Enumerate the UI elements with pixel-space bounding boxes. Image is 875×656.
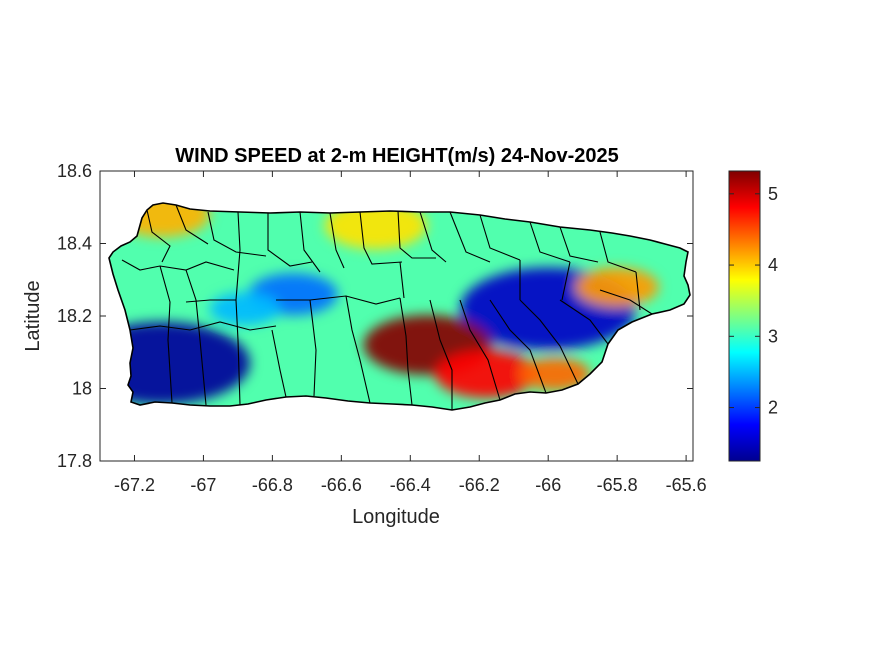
- x-tick-label: -66.8: [252, 475, 293, 495]
- municipal-boundary: [121, 259, 235, 271]
- municipal-boundary: [479, 214, 521, 261]
- municipal-boundary: [185, 269, 207, 406]
- municipal-boundary: [561, 261, 571, 301]
- y-tick-label: 17.8: [57, 451, 92, 471]
- map-axes: -67.2 -67 -66.8 -66.6 -66.4 -66.2 -66 -65.8 -65.…: [57, 161, 707, 495]
- y-axis-label: Latitude: [22, 280, 44, 351]
- municipal-boundary: [635, 271, 641, 311]
- x-tick-label: -65.8: [597, 475, 638, 495]
- y-tick-label: 18.6: [57, 161, 92, 181]
- field-feature: [575, 267, 659, 307]
- municipal-boundary: [599, 231, 637, 273]
- municipal-boundary: [271, 329, 287, 398]
- y-tick-label: 18: [72, 379, 92, 399]
- municipal-boundary: [559, 226, 599, 263]
- municipal-boundary: [185, 299, 236, 303]
- y-tick-label: 18.2: [57, 306, 92, 326]
- x-tick-label: -65.6: [666, 475, 707, 495]
- municipal-boundary: [159, 265, 173, 404]
- municipal-boundary: [429, 299, 453, 410]
- field-feature: [519, 357, 591, 391]
- municipal-boundary: [399, 297, 413, 406]
- municipal-boundary: [146, 209, 171, 263]
- y-tick-label: 18.4: [57, 234, 92, 254]
- colorbar-tick-label: 4: [768, 255, 778, 275]
- municipal-boundary: [267, 213, 313, 267]
- municipal-boundary: [559, 299, 609, 345]
- municipal-boundary: [599, 289, 653, 315]
- colorbar-scale: [728, 170, 761, 462]
- colorbar-tick-label: 2: [768, 398, 778, 418]
- x-axis-ticks: -67.2 -67 -66.8 -66.6 -66.4 -66.2 -66 -65.8 -65.…: [114, 171, 707, 495]
- colorbar-tick-label: 3: [768, 326, 778, 346]
- y-axis-ticks: 17.8 18 18.2 18.4 18.6: [57, 161, 693, 471]
- municipal-boundary: [459, 299, 501, 401]
- municipal-boundary: [309, 299, 317, 397]
- municipal-boundary: [129, 321, 277, 331]
- colorbar-tick-label: 5: [768, 184, 778, 204]
- plot-title: WIND SPEED at 2-m HEIGHT(m/s) 24-Nov-202…: [175, 145, 618, 167]
- municipal-boundary: [175, 204, 209, 245]
- municipal-boundary: [399, 261, 405, 299]
- colorbar-ticks: 2 3 4 5: [729, 184, 778, 418]
- municipal-boundary: [489, 299, 547, 394]
- x-tick-label: -67.2: [114, 475, 155, 495]
- x-tick-label: -66.6: [321, 475, 362, 495]
- municipal-boundary: [449, 211, 491, 263]
- x-tick-label: -66.2: [459, 475, 500, 495]
- municipal-boundary: [299, 211, 321, 273]
- municipal-boundary: [329, 212, 345, 269]
- municipal-boundary: [359, 211, 403, 265]
- municipal-boundary: [519, 299, 579, 385]
- colorbar: 2 3 4 5: [728, 170, 778, 462]
- municipal-boundary: [397, 210, 436, 259]
- field-blobs: [109, 203, 659, 405]
- field-feature: [324, 203, 428, 250]
- x-tick-label: -67: [190, 475, 216, 495]
- municipal-boundary: [419, 211, 447, 263]
- field-feature: [209, 292, 281, 326]
- x-tick-label: -66.4: [390, 475, 431, 495]
- municipal-boundary: [345, 295, 371, 404]
- x-axis-label: Longitude: [352, 506, 440, 528]
- x-tick-label: -66: [535, 475, 561, 495]
- field-feature: [434, 350, 538, 398]
- municipal-boundary: [529, 221, 571, 263]
- municipal-boundaries: [121, 204, 653, 410]
- municipal-boundary: [207, 211, 267, 257]
